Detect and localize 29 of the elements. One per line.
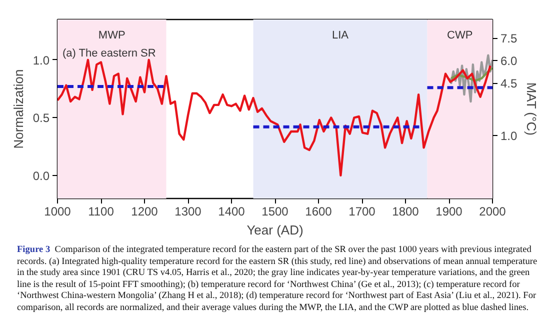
x-tick-label: 1300 [174, 204, 202, 218]
y2-tick-label: 7.5 [500, 32, 518, 46]
x-tick-label: 1100 [88, 204, 114, 218]
line-series [448, 54, 492, 103]
band-label: LIA [332, 30, 350, 42]
y-tick-label: 1.0 [32, 53, 50, 68]
x-tick-label: 1700 [348, 204, 376, 218]
y-tick-label: 0.5 [32, 111, 50, 126]
x-tick-label: 1900 [436, 204, 463, 218]
line-series [58, 58, 492, 177]
x-tick-label: 1800 [392, 204, 420, 218]
y2-tick-label: 4.5 [500, 76, 518, 91]
x-tick-label: 1000 [44, 204, 72, 218]
x-tick-label: 1500 [262, 204, 289, 218]
annotation: (a) The eastern SR [62, 48, 156, 60]
y-tick-label: 0.0 [32, 168, 50, 183]
x-axis-title: Year (AD) [246, 222, 304, 238]
caption: Figure 3 [17, 245, 50, 255]
line-series [450, 66, 492, 82]
x-tick-label: 1200 [131, 204, 158, 218]
y2-tick-label: 1.0 [500, 129, 518, 144]
y2-tick-label: 6.0 [500, 54, 518, 68]
y-axis-title: Normalization [10, 69, 26, 149]
y2-axis-title: MAT (°C) [524, 82, 540, 136]
x-tick-label: 1600 [305, 204, 332, 218]
x-tick-label: 1400 [218, 204, 246, 218]
x-tick-label: 2000 [479, 204, 506, 218]
band-label: MWP [98, 30, 126, 42]
band-label: CWP [447, 30, 473, 42]
